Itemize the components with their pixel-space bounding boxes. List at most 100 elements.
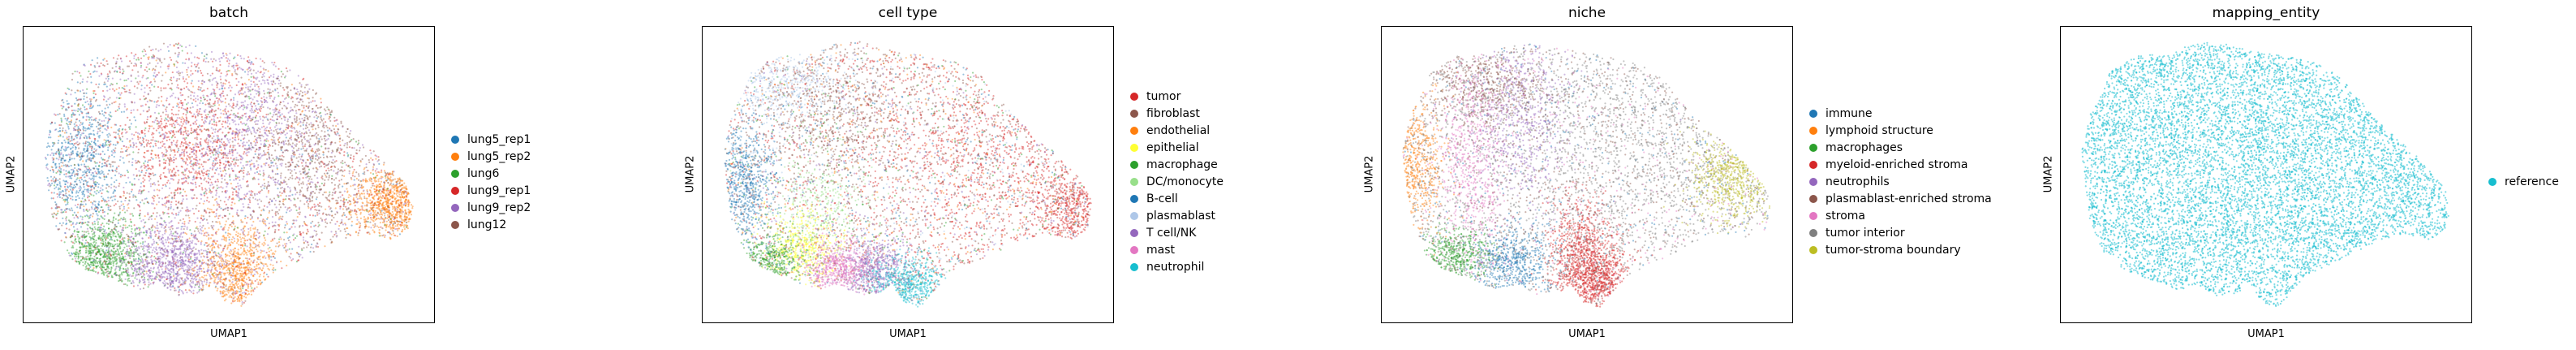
scatter-point [395,200,398,203]
scatter-point [238,279,241,281]
scatter-point [194,220,196,223]
scatter-point [64,118,67,120]
scatter-point [174,273,177,275]
scatter-point [295,235,299,237]
scatter-point [58,196,62,199]
scatter-point [397,210,399,214]
scatter-point [203,261,205,264]
scatter-point [225,163,227,166]
scatter-point [230,257,232,260]
scatter-point [59,184,62,187]
scatter-point [398,204,400,206]
scatter-point [93,140,97,142]
scatter-point [363,205,366,207]
scatter-point [198,288,200,292]
scatter-point [148,68,151,71]
scatter-point [325,208,327,210]
scatter-point [239,298,241,300]
scatter-point [221,88,223,90]
scatter-point [94,247,97,249]
scatter-point [135,126,137,128]
scatter-point [409,211,411,214]
scatter-point [380,175,383,178]
scatter-point [180,102,183,105]
scatter-point [376,204,378,207]
scatter-point [273,257,276,260]
scatter-point [120,147,123,150]
scatter-point [89,101,92,103]
scatter-point [101,269,103,271]
scatter-point [54,152,57,154]
scatter-point [228,270,230,272]
scatter-point [393,198,397,201]
scatter-point [316,245,320,248]
scatter-point [386,188,389,190]
scatter-point [234,261,236,263]
scatter-point [76,150,79,153]
scatter-point [133,134,135,136]
scatter-point [135,131,137,134]
scatter-point [58,149,60,151]
scatter-point [383,219,385,222]
scatter-point [123,88,126,91]
scatter-point [284,246,286,248]
scatter-point [407,208,410,211]
scatter-point [90,81,92,84]
scatter-point [401,187,404,189]
scatter-point [249,244,252,246]
scatter-point [81,216,84,218]
scatter-point [388,173,390,175]
scatter-point [361,201,363,204]
scatter-point [395,191,398,193]
scatter-point [205,211,208,214]
scatter-point [386,208,389,210]
scatter-point [381,191,383,193]
scatter-point [369,199,372,201]
scatter-point [185,233,188,235]
scatter-point [92,129,95,132]
scatter-point [101,172,103,175]
scatter-point [279,114,282,116]
scatter-point [118,165,120,167]
scatter-point [387,202,389,205]
scatter-point [295,209,298,212]
scatter-point [394,210,398,212]
scatter-point [97,218,99,220]
scatter-point [381,208,383,210]
scatter-point [383,207,385,210]
scatter-point [277,158,280,160]
scatter-point [252,63,255,66]
scatter-point [229,285,231,288]
scatter-point [67,123,69,126]
scatter-point [237,256,239,258]
scatter-point [276,168,278,171]
scatter-point [239,276,242,279]
scatter-point [382,192,385,194]
scatter-point [92,96,96,99]
scatter-point [203,55,206,58]
scatter-point [101,222,104,225]
scatter-point [154,174,157,176]
scatter-point [160,100,163,102]
scatter-point [373,202,376,205]
scatter-point [303,241,305,244]
scatter-point [76,206,79,209]
scatter-point [123,190,125,192]
scatter-point [195,227,197,230]
scatter-point [222,209,225,211]
scatter-point [329,201,331,203]
scatter-point [386,217,389,219]
scatter-point [186,52,189,54]
scatter-point [373,179,376,182]
scatter-point [98,218,101,220]
scatter-point [316,167,318,170]
scatter-point [77,131,80,133]
scatter-point [124,243,127,245]
scatter-point [200,265,203,267]
scatter-point [69,140,71,142]
scatter-point [82,132,85,135]
scatter-point [70,177,73,179]
scatter-point [199,149,201,153]
scatter-point [62,194,65,197]
scatter-point [376,204,379,206]
